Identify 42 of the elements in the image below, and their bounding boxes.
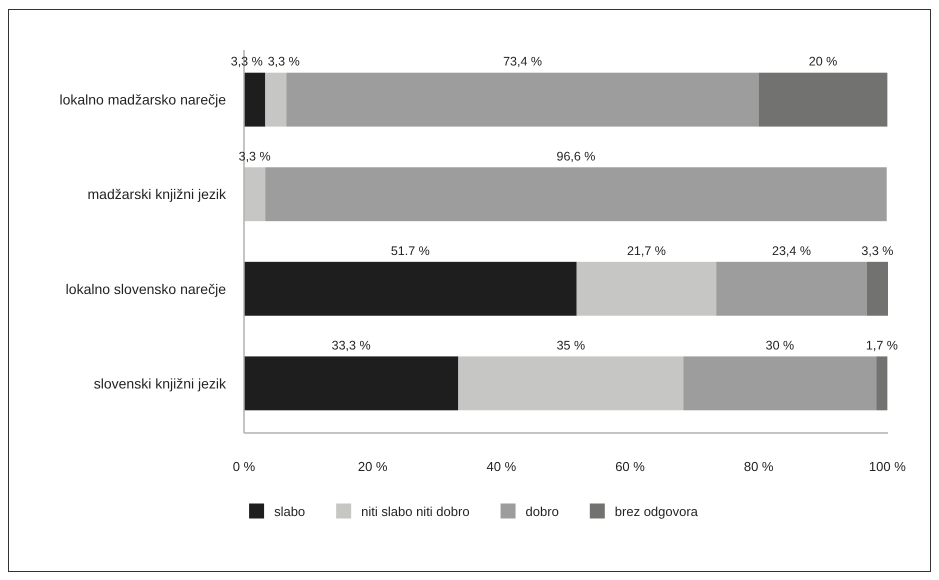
bar (244, 262, 577, 316)
bar (458, 356, 684, 410)
data-label: 3,3 % (230, 54, 263, 69)
bar (244, 72, 266, 127)
x-tick-label: 0 % (232, 459, 256, 474)
bar (876, 356, 888, 410)
legend-label: dobro (526, 504, 559, 518)
bar (265, 167, 887, 222)
data-label: 21,7 % (626, 244, 666, 258)
bar (576, 262, 716, 316)
data-label: 73,4 % (503, 54, 542, 69)
x-tick-label: 20 % (358, 459, 388, 474)
data-label: 30 % (766, 338, 794, 352)
bar (716, 262, 867, 316)
bar (265, 72, 286, 127)
y-tick-label: slovenski knjižni jezik (94, 375, 227, 392)
bar (244, 167, 266, 222)
data-label: 51.7 % (390, 244, 430, 258)
data-label: 96,6 % (556, 149, 596, 164)
bar (683, 356, 876, 410)
data-label: 23,4 % (772, 244, 811, 258)
x-tick-label: 60 % (615, 459, 646, 474)
y-tick-label: madžarski knjižni jezik (88, 186, 227, 202)
data-label: 3,3 % (861, 244, 894, 258)
legend-label: niti slabo niti dobro (361, 504, 470, 518)
bar (244, 356, 458, 410)
bar (758, 72, 888, 127)
legend-label: slabo (274, 504, 306, 518)
x-tick-label: 80 % (744, 459, 774, 474)
bar (866, 262, 888, 316)
data-label: 35 % (556, 338, 586, 352)
x-tick-label: 40 % (486, 459, 517, 474)
data-label: 20 % (808, 54, 838, 69)
data-label: 1,7 % (866, 338, 898, 352)
data-label: 3,3 % (238, 149, 271, 164)
x-tick-label: 100 % (868, 459, 906, 474)
y-tick-label: lokalno slovensko narečje (66, 280, 226, 297)
y-tick-label: lokalno madžarsko narečje (59, 92, 226, 108)
data-label: 3,3 % (268, 54, 300, 69)
legend-label: brez odgovora (614, 504, 699, 518)
bar (286, 72, 759, 127)
data-label: 33,3 % (332, 338, 371, 352)
